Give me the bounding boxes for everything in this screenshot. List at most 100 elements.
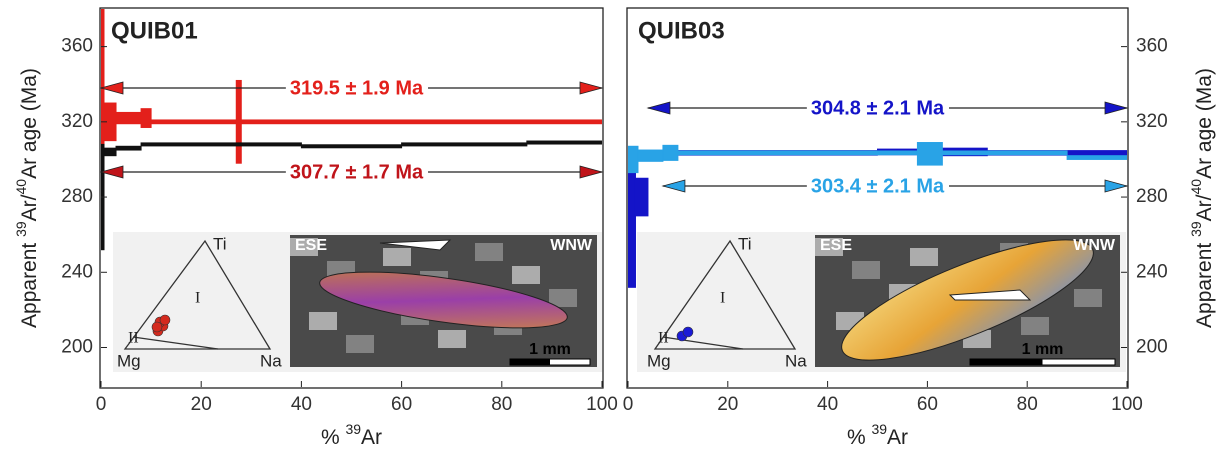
ternary-label: Na — [785, 351, 807, 370]
label-part: Ar/ — [1193, 194, 1216, 221]
label-superscript: 40 — [1188, 179, 1204, 195]
x-tick-label: 60 — [917, 394, 938, 415]
age-step — [116, 146, 141, 150]
age-step — [104, 148, 116, 156]
x-tick-label: 20 — [191, 394, 212, 415]
axis-label: Apparent 39Ar/40Ar age (Ma) — [1188, 68, 1216, 328]
grain — [438, 330, 466, 348]
age-step — [942, 151, 1067, 155]
age-step — [402, 143, 527, 146]
panel-title: QUIB03 — [638, 17, 725, 44]
age-step — [628, 146, 638, 172]
x-tick-label: 100 — [1111, 394, 1143, 415]
y-tick-label: 320 — [1136, 111, 1168, 132]
y-tick-label: 200 — [61, 337, 93, 358]
label-part: Ar age (Ma) — [18, 68, 41, 179]
scale-bar — [970, 359, 1043, 365]
x-tick-label: 80 — [1017, 394, 1038, 415]
arrowhead — [663, 180, 685, 192]
y-tick-label: 320 — [61, 111, 93, 132]
grain — [852, 261, 880, 279]
ternary-label: I — [720, 290, 725, 307]
ternary-label: I — [195, 290, 200, 307]
scale-label: 1 mm — [1022, 341, 1064, 358]
label-superscript: 40 — [13, 179, 29, 195]
age-step — [635, 178, 647, 216]
age-step — [628, 159, 635, 287]
label-part: % — [321, 426, 346, 449]
x-tick-label: 40 — [291, 394, 312, 415]
arrowhead — [648, 102, 670, 114]
plateau-label: 307.7 ± 1.7 Ma — [290, 161, 424, 183]
label-superscript: 39 — [1188, 221, 1204, 237]
x-tick-label: 80 — [491, 394, 512, 415]
ternary-label: Mg — [647, 351, 671, 370]
label-part: Apparent — [1193, 237, 1216, 328]
ternary-label: II — [658, 330, 669, 347]
y-tick-label: 360 — [61, 36, 93, 57]
arrowhead — [580, 166, 602, 178]
ternary-label: Ti — [738, 234, 752, 253]
label-part: Apparent — [18, 237, 41, 328]
scale-bar — [510, 359, 550, 365]
age-step — [301, 145, 401, 148]
grain — [910, 248, 938, 266]
y-tick-label: 200 — [1136, 337, 1168, 358]
age-step — [527, 141, 602, 144]
composition-dot — [152, 322, 162, 332]
x-tick-label: 0 — [623, 394, 634, 415]
plateau-label: 304.8 ± 2.1 Ma — [811, 97, 945, 119]
age-step — [141, 109, 151, 128]
y-tick-label: 280 — [61, 186, 93, 207]
y-tick-label: 360 — [1136, 36, 1168, 57]
composition-dot — [160, 315, 170, 325]
axis-label: % 39Ar — [321, 421, 382, 449]
scale-label: 1 mm — [529, 341, 571, 358]
y-tick-label: 240 — [1136, 261, 1168, 282]
arrowhead — [1105, 180, 1127, 192]
axis-label: % 39Ar — [847, 421, 908, 449]
ternary-label: Mg — [117, 351, 141, 370]
ternary-label: II — [128, 330, 139, 347]
panel-title: QUIB01 — [111, 17, 198, 44]
age-step — [1067, 156, 1127, 160]
age-step — [917, 143, 942, 166]
y-tick-label: 280 — [1136, 186, 1168, 207]
ternary-label: Ti — [213, 234, 227, 253]
x-tick-label: 20 — [717, 394, 738, 415]
age-step — [151, 120, 236, 124]
label-superscript: 39 — [345, 421, 361, 437]
label-part: Ar — [361, 426, 382, 449]
grain — [309, 312, 337, 330]
axis-label: Apparent 39Ar/40Ar age (Ma) — [13, 68, 41, 328]
label-superscript: 39 — [13, 221, 29, 237]
label-part: % — [847, 426, 872, 449]
grain — [346, 335, 374, 353]
arrowhead — [1105, 102, 1127, 114]
age-step — [116, 112, 141, 123]
label-part: Ar age (Ma) — [1193, 68, 1216, 179]
label-superscript: 39 — [871, 421, 887, 437]
grain — [1021, 317, 1049, 335]
grain — [475, 243, 503, 261]
label-part: Ar — [887, 426, 908, 449]
age-step — [638, 150, 663, 161]
photo-label: ESE — [820, 237, 852, 254]
age-step — [241, 120, 602, 124]
x-tick-label: 0 — [96, 394, 107, 415]
composition-dot — [683, 327, 693, 337]
grain — [383, 248, 411, 266]
plateau-label: 303.4 ± 2.1 Ma — [811, 175, 945, 197]
plateau-label: 319.5 ± 1.9 Ma — [290, 77, 424, 99]
photo-label: WNW — [1073, 237, 1116, 254]
y-tick-label: 240 — [61, 261, 93, 282]
x-tick-label: 60 — [391, 394, 412, 415]
figure: TiIIIMgNaESEWNW1 mmQUIB01020406080100200… — [0, 0, 1225, 453]
photo-label: ESE — [295, 237, 327, 254]
age-step — [878, 151, 918, 155]
grain — [1074, 289, 1102, 307]
age-step — [236, 80, 241, 163]
age-step — [663, 145, 678, 160]
ternary-label: Na — [260, 351, 282, 370]
x-tick-label: 100 — [586, 394, 618, 415]
